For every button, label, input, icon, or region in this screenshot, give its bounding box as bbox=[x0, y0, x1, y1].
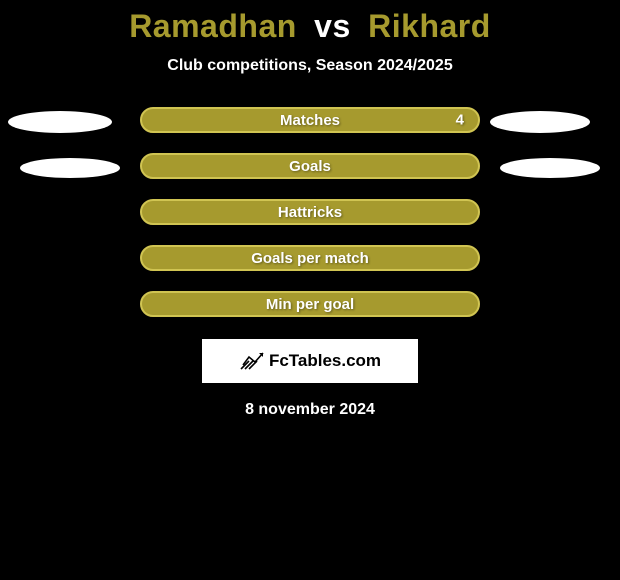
left-ellipse bbox=[20, 158, 120, 178]
fctables-icon bbox=[239, 351, 265, 371]
date: 8 november 2024 bbox=[0, 401, 620, 419]
stat-row: Min per goal bbox=[0, 297, 620, 315]
stat-label: Hattricks bbox=[278, 204, 342, 221]
stat-label: Matches bbox=[280, 112, 340, 129]
logo-text: FcTables.com bbox=[269, 351, 381, 371]
player2-name: Rikhard bbox=[368, 8, 491, 44]
right-ellipse-holder bbox=[492, 158, 620, 178]
stat-row: Matches 4 bbox=[0, 113, 620, 131]
left-ellipse-holder bbox=[0, 111, 128, 133]
left-ellipse bbox=[8, 111, 112, 133]
stat-row: Goals bbox=[0, 159, 620, 177]
player1-name: Ramadhan bbox=[129, 8, 297, 44]
stat-bar-wrap: Goals per match bbox=[140, 249, 480, 271]
stat-bar: Hattricks bbox=[140, 199, 480, 225]
subtitle: Club competitions, Season 2024/2025 bbox=[0, 57, 620, 75]
stat-bar: Min per goal bbox=[140, 291, 480, 317]
stat-row: Goals per match bbox=[0, 251, 620, 269]
stat-bar: Matches 4 bbox=[140, 107, 480, 133]
stat-label: Goals per match bbox=[251, 250, 369, 267]
left-ellipse-holder bbox=[0, 158, 128, 178]
stat-bar: Goals bbox=[140, 153, 480, 179]
logo-box: FcTables.com bbox=[202, 339, 418, 383]
page-title: Ramadhan vs Rikhard bbox=[0, 8, 620, 45]
right-ellipse-holder bbox=[492, 111, 620, 133]
stat-label: Min per goal bbox=[266, 296, 354, 313]
stat-value-right: 4 bbox=[456, 112, 464, 129]
logo: FcTables.com bbox=[239, 351, 381, 371]
stat-bar-wrap: Min per goal bbox=[140, 295, 480, 317]
stat-bar: Goals per match bbox=[140, 245, 480, 271]
stat-bar-wrap: Matches 4 bbox=[140, 111, 480, 133]
stat-bar-wrap: Goals bbox=[140, 157, 480, 179]
vs-label: vs bbox=[314, 8, 351, 44]
right-ellipse bbox=[500, 158, 600, 178]
stat-row: Hattricks bbox=[0, 205, 620, 223]
stat-label: Goals bbox=[289, 158, 331, 175]
right-ellipse bbox=[490, 111, 590, 133]
stat-bar-wrap: Hattricks bbox=[140, 203, 480, 225]
comparison-infographic: Ramadhan vs Rikhard Club competitions, S… bbox=[0, 0, 620, 419]
stat-rows: Matches 4 Goals Hattricks Goals per match Min… bbox=[0, 113, 620, 315]
